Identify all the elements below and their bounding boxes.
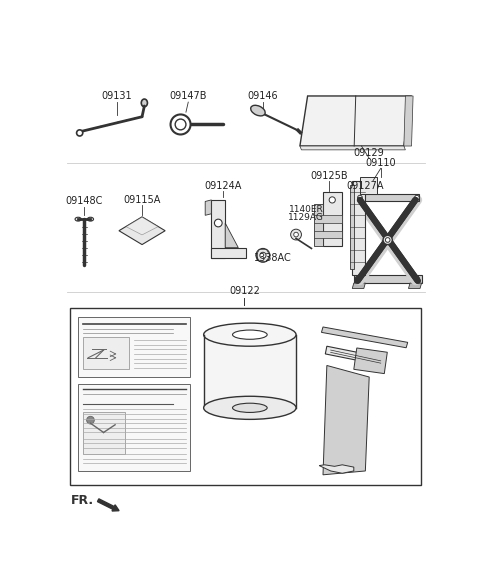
Polygon shape: [319, 465, 354, 473]
Circle shape: [383, 235, 392, 245]
Ellipse shape: [204, 396, 296, 419]
Bar: [71, 308, 421, 485]
Polygon shape: [408, 283, 421, 289]
Bar: [83, 412, 125, 454]
Ellipse shape: [204, 323, 296, 346]
Circle shape: [415, 276, 419, 281]
Polygon shape: [300, 96, 411, 146]
Polygon shape: [325, 346, 384, 366]
Polygon shape: [323, 192, 342, 246]
Polygon shape: [323, 366, 369, 475]
Polygon shape: [126, 217, 158, 235]
Text: 09115A: 09115A: [123, 195, 161, 205]
Text: 09131: 09131: [101, 91, 132, 101]
Circle shape: [170, 115, 191, 135]
Polygon shape: [314, 204, 323, 246]
Ellipse shape: [75, 217, 81, 221]
Circle shape: [256, 248, 270, 262]
Text: 1140ER: 1140ER: [288, 205, 324, 214]
Text: 1129AG: 1129AG: [288, 213, 324, 222]
Polygon shape: [314, 215, 342, 223]
Circle shape: [358, 195, 362, 200]
Circle shape: [291, 229, 301, 240]
Polygon shape: [204, 335, 296, 408]
Text: 09148C: 09148C: [66, 196, 103, 206]
Bar: [354, 348, 387, 373]
Polygon shape: [354, 275, 421, 283]
Circle shape: [355, 276, 360, 281]
Text: 1338AC: 1338AC: [254, 253, 292, 263]
Polygon shape: [300, 146, 406, 150]
Polygon shape: [314, 230, 342, 238]
Polygon shape: [225, 223, 238, 248]
Polygon shape: [205, 200, 211, 215]
Bar: [78, 384, 190, 471]
Text: 09124A: 09124A: [204, 181, 241, 191]
Text: 09125B: 09125B: [311, 171, 348, 181]
Polygon shape: [352, 181, 365, 275]
Bar: [83, 337, 129, 369]
Text: 09122: 09122: [229, 286, 260, 296]
Polygon shape: [360, 177, 377, 194]
Text: 09110: 09110: [365, 158, 396, 168]
Polygon shape: [211, 200, 225, 258]
Circle shape: [294, 232, 299, 237]
Polygon shape: [352, 283, 365, 289]
Polygon shape: [211, 248, 246, 258]
Text: 09127A: 09127A: [347, 181, 384, 191]
Text: 09146: 09146: [248, 91, 278, 101]
Circle shape: [175, 119, 186, 130]
Circle shape: [215, 219, 222, 227]
Polygon shape: [322, 327, 408, 348]
FancyArrow shape: [97, 499, 119, 511]
Ellipse shape: [232, 330, 267, 339]
Text: 09147B: 09147B: [169, 91, 207, 101]
Ellipse shape: [87, 217, 94, 221]
Circle shape: [385, 238, 390, 242]
Circle shape: [329, 197, 336, 203]
Circle shape: [86, 416, 94, 424]
Ellipse shape: [232, 403, 267, 412]
Circle shape: [260, 252, 266, 259]
Polygon shape: [119, 217, 165, 245]
Circle shape: [77, 130, 83, 136]
Polygon shape: [404, 96, 413, 146]
Polygon shape: [350, 185, 354, 269]
Ellipse shape: [141, 99, 147, 107]
Bar: [78, 317, 190, 377]
Circle shape: [415, 195, 419, 200]
Polygon shape: [360, 194, 419, 202]
Text: 09129: 09129: [354, 148, 384, 158]
Ellipse shape: [251, 105, 265, 116]
Text: FR.: FR.: [71, 494, 94, 507]
